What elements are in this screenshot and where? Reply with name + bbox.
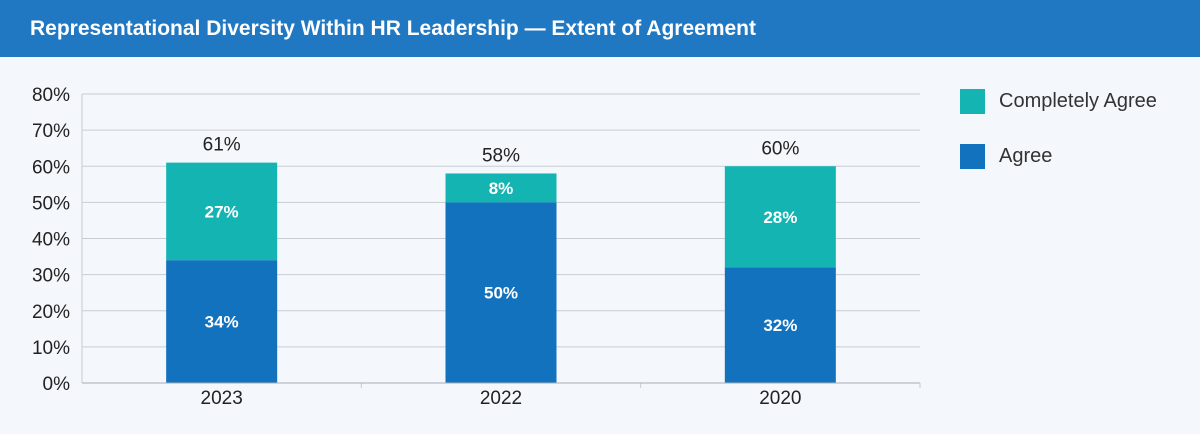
y-tick-label-30: 30% [32,266,70,287]
y-tick-label-20: 20% [32,302,70,323]
data-label-completely-agree-2022: 8% [489,179,514,198]
y-tick-label-40: 40% [32,230,70,251]
x-tick-label-2020: 2020 [759,388,801,409]
title-bar: Representational Diversity Within HR Lea… [0,0,1200,57]
legend-label-agree: Agree [999,144,1053,167]
data-label-agree-2022: 50% [484,284,518,303]
legend-swatch-agree [960,143,985,169]
x-tick-label-2023: 2023 [201,388,243,409]
y-tick-label-10: 10% [32,338,70,359]
data-label-agree-2020: 32% [763,316,797,335]
total-label-2023: 61% [203,135,241,156]
y-tick-label-50: 50% [32,193,70,214]
bar-completely-agree-2023 [166,162,278,261]
bar-completely-agree-2022 [445,173,557,203]
bar-agree-2020 [724,267,836,383]
bar-completely-agree-2020 [724,166,836,268]
bar-agree-2023 [166,260,278,383]
y-tick-label-80: 80% [32,85,70,106]
legend-label-completely-agree: Completely Agree [999,89,1157,112]
legend-item-agree: Agree [960,143,1157,169]
y-tick-label-0: 0% [43,374,71,395]
legend: Completely Agree Agree [960,88,1157,198]
y-tick-label-60: 60% [32,157,70,178]
legend-swatch-completely-agree [960,88,985,114]
data-label-completely-agree-2023: 27% [205,202,239,221]
legend-item-completely-agree: Completely Agree [960,88,1157,114]
data-label-completely-agree-2020: 28% [763,208,797,227]
chart-title: Representational Diversity Within HR Lea… [30,17,757,40]
x-tick-label-2022: 2022 [480,388,522,409]
y-tick-label-70: 70% [32,121,70,142]
total-label-2022: 58% [482,145,520,166]
data-label-agree-2023: 34% [205,313,239,332]
bar-agree-2022 [445,202,557,383]
total-label-2020: 60% [761,138,799,159]
